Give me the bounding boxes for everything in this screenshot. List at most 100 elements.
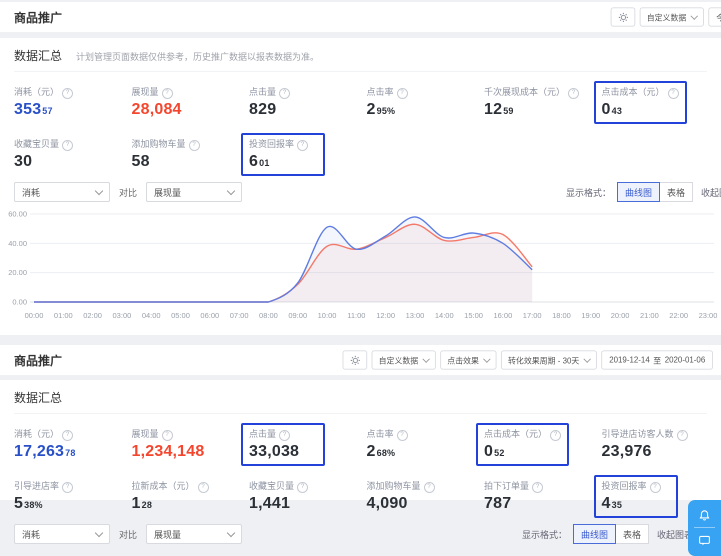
custom-data-dropdown[interactable]: 自定义数据 (371, 350, 436, 370)
metrics-row: 消耗（元）? 17,26378 展现量? 1,234,148 点击量? 33,038 点击率… (0, 414, 721, 466)
x-axis-tick: 19:00 (581, 311, 600, 320)
conversion-period-dropdown[interactable]: 转化效果周期 - 30天 (500, 350, 597, 370)
info-icon[interactable]: ? (161, 430, 173, 441)
date-picker[interactable]: 今日 (708, 7, 721, 27)
metric-select-1[interactable]: 消耗 (14, 524, 110, 544)
metric-value: 829 (249, 101, 317, 119)
x-axis-tick: 06:00 (200, 311, 219, 320)
info-icon[interactable]: ? (396, 88, 408, 99)
metric-value: 043 (602, 101, 679, 119)
info-icon[interactable]: ? (62, 482, 74, 493)
chat-support-button[interactable] (688, 529, 721, 553)
settings-gear-button[interactable] (610, 7, 636, 27)
custom-data-dropdown[interactable]: 自定义数据 (639, 7, 704, 27)
metric-cell: 点击成本（元）? 052 (476, 423, 596, 466)
metric-label: 点击成本（元）? (484, 427, 562, 441)
helper-widget (688, 500, 721, 556)
metric-select-1-value: 消耗 (22, 187, 41, 198)
info-icon[interactable]: ? (62, 88, 74, 99)
metric-label: 添加购物车量? (367, 479, 435, 493)
table-view-button[interactable]: 表格 (614, 524, 649, 544)
bottom-panel-content: 数据汇总 消耗（元）? 17,26378 展现量? 1,234,148 点击量? 33,0… (0, 380, 721, 544)
info-icon[interactable]: ? (297, 140, 309, 151)
metric-value: 28,084 (132, 101, 200, 119)
metric-label: 消耗（元）? (14, 85, 82, 99)
metric-value-decimal: 35 (611, 500, 623, 510)
info-icon[interactable]: ? (297, 482, 309, 493)
info-icon[interactable]: ? (188, 140, 200, 151)
info-icon[interactable]: ? (568, 88, 580, 99)
info-icon[interactable]: ? (396, 430, 408, 441)
metric-value-decimal: 43 (611, 106, 623, 116)
metric-value-decimal: 01 (259, 158, 270, 168)
date-range-separator: 至 (653, 356, 662, 365)
info-icon[interactable]: ? (279, 88, 291, 99)
metric-select-1[interactable]: 消耗 (14, 182, 110, 202)
info-icon[interactable]: ? (161, 88, 173, 99)
x-axis-tick: 11:00 (347, 311, 365, 320)
date-range-end: 2020-01-06 (664, 355, 706, 365)
metric-cell: 收藏宝贝量? 30 (8, 133, 126, 176)
metric-value-decimal: 95% (376, 106, 396, 116)
chevron-down-icon (482, 354, 491, 363)
metric-value-main: 5 (14, 495, 24, 512)
info-icon[interactable]: ? (197, 482, 209, 493)
metric-value-main: 4,090 (366, 495, 408, 512)
x-axis-tick: 23:00 (699, 311, 718, 320)
metric-cell: 展现量? 1,234,148 (126, 423, 244, 466)
settings-gear-button[interactable] (342, 350, 368, 370)
metric-value-main: 12 (484, 101, 503, 118)
metric-cell: 点击量? 829 (243, 81, 361, 124)
x-axis-tick: 03:00 (113, 311, 132, 320)
info-icon[interactable]: ? (62, 140, 74, 151)
date-range-picker[interactable]: 2019-12-14 至 2020-01-06 (601, 350, 713, 370)
click-effect-dropdown[interactable]: 点击效果 (440, 350, 497, 370)
info-icon[interactable]: ? (676, 430, 688, 441)
metric-value-main: 829 (249, 101, 277, 118)
bottom-panel-header: 商品推广 自定义数据 点击效果 转化效果周期 - 30天 (0, 345, 721, 376)
metric-label: 点击成本（元）? (602, 85, 679, 99)
metric-value: 33,038 (249, 443, 317, 461)
summary-note: 计划管理页面数据仅供参考，历史推广数据以报表数据为准。 (76, 52, 320, 62)
x-axis-tick: 15:00 (464, 311, 483, 320)
metric-cell: 引导进店访客人数? 23,976 (596, 423, 714, 466)
notifications-button[interactable] (688, 503, 721, 527)
table-view-button[interactable]: 表格 (658, 182, 693, 202)
chevron-down-icon (94, 186, 104, 195)
metric-label: 引导进店率? (14, 479, 82, 493)
metric-label: 收藏宝贝量? (14, 137, 82, 151)
info-icon[interactable]: ? (649, 482, 661, 493)
x-axis-tick: 14:00 (435, 311, 454, 320)
metric-value: 128 (132, 495, 209, 513)
summary-header: 数据汇总 (14, 380, 707, 414)
x-axis-tick: 21:00 (640, 311, 659, 320)
metric-value-decimal: 38% (24, 500, 43, 510)
metric-value: 787 (484, 495, 552, 513)
collapse-chart-button[interactable]: 收起图表 (701, 186, 721, 199)
top-panel-header: 商品推广 自定义数据 今日 (0, 2, 721, 33)
chevron-down-icon (94, 528, 104, 537)
metric-label: 投资回报率? (249, 137, 317, 151)
y-axis-tick: 20.00 (8, 268, 27, 277)
info-icon[interactable]: ? (550, 430, 562, 441)
metric-value-main: 58 (131, 153, 150, 170)
chart-view-button[interactable]: 曲线图 (616, 182, 660, 202)
chart-view-button[interactable]: 曲线图 (572, 524, 616, 544)
metric-cell: 投资回报率? 601 (241, 133, 361, 176)
info-icon[interactable]: ? (532, 482, 544, 493)
metric-select-2[interactable]: 展现量 (146, 182, 243, 202)
info-icon[interactable]: ? (423, 482, 435, 493)
gear-icon (350, 355, 360, 365)
metric-select-2[interactable]: 展现量 (146, 524, 243, 544)
bell-icon (699, 509, 710, 521)
collapse-chart-label: 收起图表 (700, 187, 721, 198)
metric-cell: 点击成本（元）? 043 (593, 81, 714, 124)
metric-box: 消耗（元）? 17,26378 (6, 423, 90, 466)
chevron-down-icon (690, 11, 698, 20)
info-icon[interactable]: ? (62, 430, 74, 441)
date-range-start: 2019-12-14 (609, 355, 650, 365)
display-format-group: 显示格式： 曲线图 表格 收起图表 (566, 182, 721, 202)
info-icon[interactable]: ? (667, 88, 679, 99)
series-area-展现量 (34, 224, 533, 302)
info-icon[interactable]: ? (279, 430, 291, 441)
